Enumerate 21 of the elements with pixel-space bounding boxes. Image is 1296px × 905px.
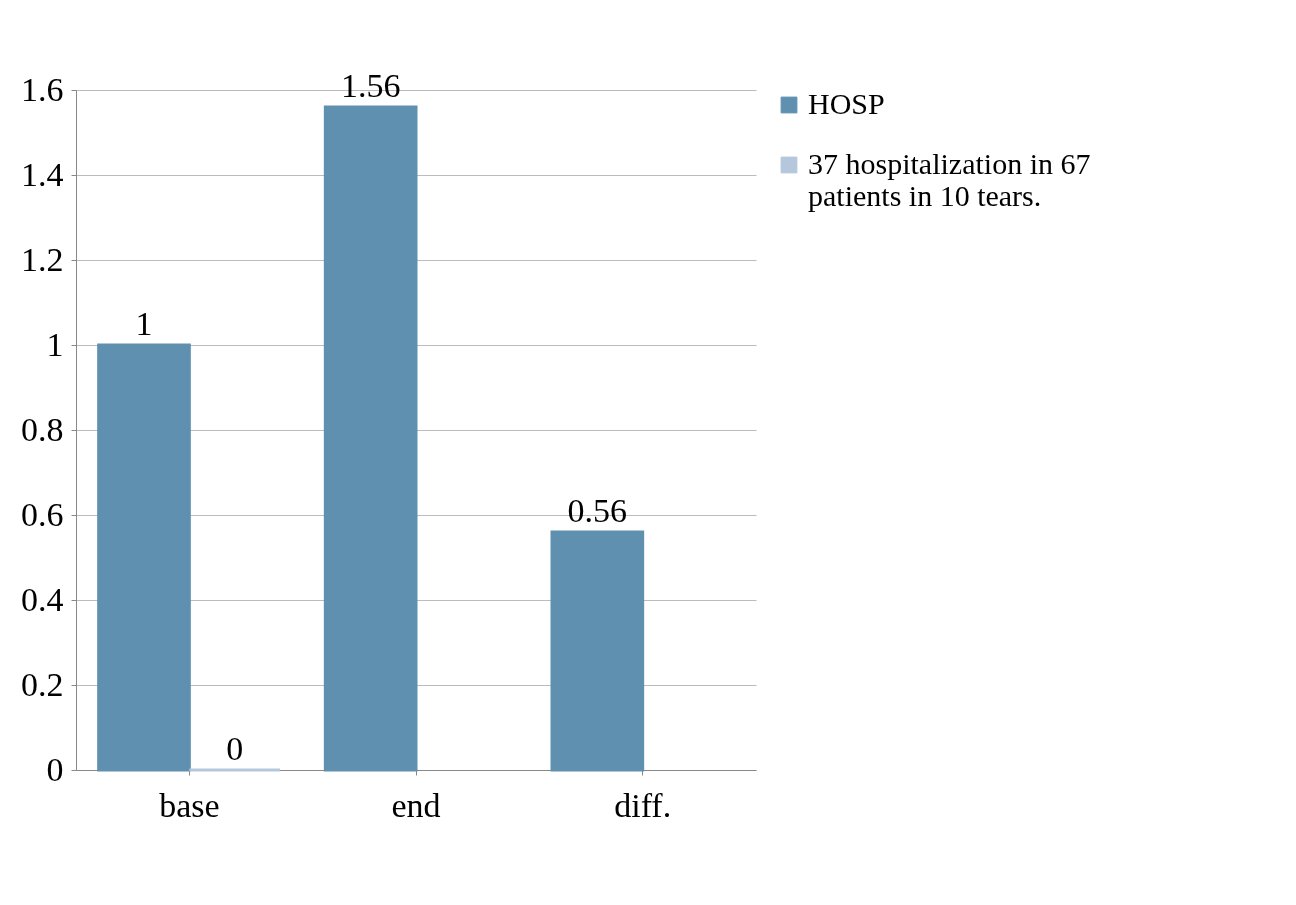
data-label: 0.56 [567,492,628,529]
legend-label: 37 hospitalization in 67 patients in 10 tears. [808,147,1091,212]
bar [323,105,418,772]
y-tick-label: 1 [46,325,64,363]
y-tick-label: 1.2 [21,240,64,278]
y-tick-label: 0.8 [21,410,64,448]
bar [550,530,645,772]
y-tick-label: 1.4 [21,155,64,193]
x-tick-label: base [159,786,220,824]
y-tick-label: 0.6 [21,495,64,533]
y-tick-label: 0.4 [21,580,64,618]
data-label: 1 [135,305,153,342]
data-label: 0 [226,730,244,767]
y-tick-label: 0.2 [21,665,64,703]
y-tick-label: 0 [46,750,64,788]
y-tick-label: 1.6 [21,70,64,108]
legend-label: HOSP [808,87,885,120]
x-tick-label: diff. [614,786,672,824]
bar [97,343,191,772]
data-label: 1.56 [340,67,401,104]
x-tick-label: end [391,786,441,824]
